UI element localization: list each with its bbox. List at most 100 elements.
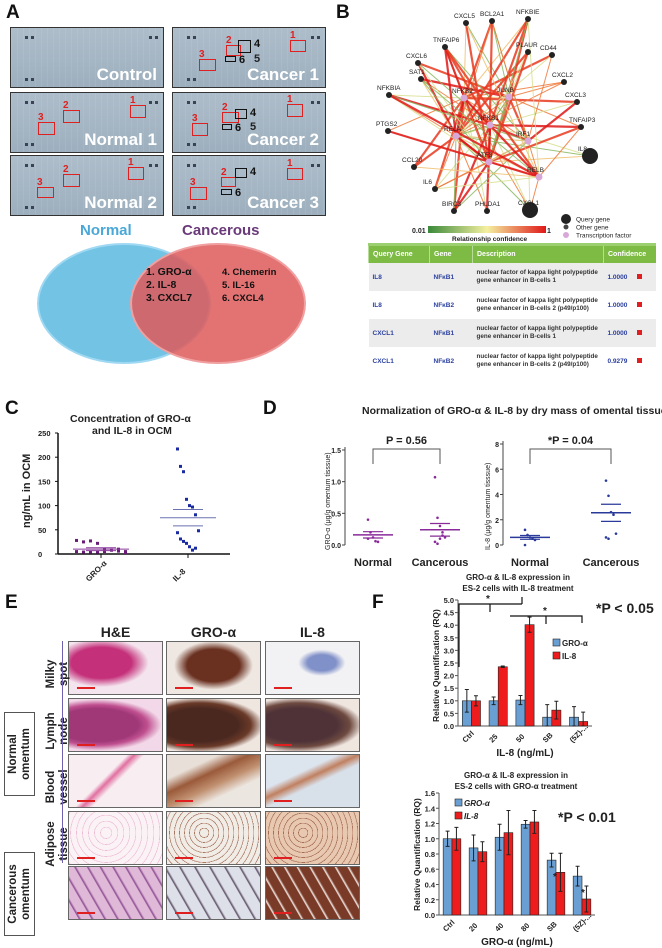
spot-box-label: 2	[221, 167, 227, 178]
error-bar	[506, 810, 511, 856]
spot-box	[190, 187, 207, 200]
network-edge	[388, 94, 540, 178]
table-row: IL8 NFκB2 nuclear factor of kappa light po…	[369, 291, 657, 319]
network-edge	[413, 97, 465, 168]
cell-query: IL8	[369, 291, 430, 319]
query-text: IL8	[372, 273, 382, 281]
spot-box	[37, 187, 54, 198]
y-tick-label: 50	[38, 526, 46, 535]
y-tick-label: 0.4	[425, 881, 436, 890]
network-edge	[434, 161, 490, 190]
cell-conf: 1.0000	[603, 319, 656, 347]
venn-cancer-item: 5. IL-16	[222, 280, 255, 291]
chart-title: Concentration of GRO-α	[70, 413, 191, 425]
spot-box-label: 5	[254, 53, 261, 65]
cell-conf: 1.0000	[603, 263, 656, 291]
x-tick-label: GRO-α	[84, 559, 109, 584]
data-point	[614, 532, 618, 535]
data-point	[176, 447, 179, 451]
y-tick-label: 2	[495, 518, 499, 525]
significance-bracket	[372, 448, 441, 464]
node-label: IL6	[423, 179, 432, 186]
spot-box-label: 4	[250, 107, 257, 119]
network-edge	[487, 124, 492, 163]
scale-bar	[175, 912, 193, 914]
y-axis-label: Relative Quantification (RQ)	[412, 798, 422, 911]
histology-image-2-1	[68, 698, 163, 752]
x-axis-label: GRO-α (ng/mL)	[481, 937, 553, 948]
colorbar	[428, 226, 546, 233]
chart-title: GRO-α & IL-8 expression in	[466, 573, 570, 582]
network-edge	[387, 129, 540, 179]
data-point	[194, 546, 197, 550]
legend-label: Query gene	[576, 217, 610, 224]
blot-label: Cancer 3	[247, 193, 319, 212]
x-tick-label: SB	[541, 730, 555, 744]
error-bar	[532, 810, 537, 834]
data-point	[607, 494, 610, 498]
gene-text: NFκB2	[433, 357, 455, 365]
spot-box	[192, 123, 208, 136]
spot-box-label: 2	[226, 35, 232, 46]
blot-normal-1: 1 2 3 Normal 1	[10, 92, 164, 153]
data-point	[604, 536, 608, 539]
network-edge	[417, 62, 457, 137]
scale-bar	[77, 744, 95, 746]
node-label: CXCL1	[518, 200, 539, 207]
x-tick-label: 50	[514, 732, 526, 744]
reference-spot	[25, 36, 34, 39]
spot-box	[221, 177, 236, 187]
y-tick-label: 8	[495, 442, 499, 449]
node-label: RELA	[444, 126, 462, 133]
cell-query: CXCL1	[369, 347, 430, 375]
data-point	[96, 550, 99, 554]
column-header: IL-8	[300, 624, 325, 640]
transcription-factor-node	[452, 132, 460, 140]
significance-bracket	[510, 615, 583, 624]
y-tick-label: 5.0	[444, 596, 454, 605]
error-bar	[572, 706, 577, 727]
data-point	[179, 464, 182, 468]
p-value-annotation: *P = 0.04	[548, 435, 594, 447]
confidence-table: Query Gene Gene Description Confidence I…	[368, 243, 656, 375]
network-edge	[508, 96, 582, 128]
x-tick-label: IL-8	[171, 567, 188, 584]
data-point	[185, 497, 188, 501]
gene-node	[411, 164, 417, 170]
data-point	[176, 531, 179, 535]
scale-bar	[175, 800, 193, 802]
network-edge	[527, 18, 540, 178]
network-edge	[434, 135, 457, 190]
network-edge	[527, 140, 531, 211]
network-edge	[453, 135, 457, 212]
reference-spot	[187, 143, 196, 146]
scale-bar	[77, 687, 95, 689]
x-tick-label: Ctrl	[460, 729, 476, 745]
conf-text: 1.0000	[607, 273, 628, 281]
network-edge	[420, 78, 540, 178]
data-point	[191, 505, 194, 509]
node-label: CD44	[540, 45, 557, 52]
query-gene-node	[582, 148, 598, 164]
gene-text: NFκB1	[433, 329, 455, 337]
network-edge	[455, 135, 488, 212]
bar	[529, 821, 540, 916]
chart-title: ES-2 cells with IL-8 treatment	[462, 584, 573, 593]
blot-label: Normal 2	[84, 193, 157, 212]
y-tick-label: 0.5	[331, 511, 341, 518]
node-label: PHLDA1	[475, 201, 501, 208]
node-label: CXCL2	[552, 72, 573, 79]
reference-spot	[187, 101, 196, 104]
column-header: GRO-α	[190, 624, 237, 640]
spot-box-label: 6	[235, 122, 242, 134]
spot-box-label: 6	[235, 187, 242, 199]
node-label: PLAUR	[516, 42, 538, 49]
spot-box-label: 4	[250, 166, 257, 178]
spot-box-label: 1	[287, 158, 293, 169]
cell-conf: 0.9279	[604, 347, 657, 375]
spot-box	[287, 104, 303, 117]
spot-box-label: 6	[239, 54, 246, 66]
histology-image-2-3	[265, 698, 360, 752]
error-bar	[575, 865, 580, 887]
x-tick-label: 40	[493, 921, 505, 933]
